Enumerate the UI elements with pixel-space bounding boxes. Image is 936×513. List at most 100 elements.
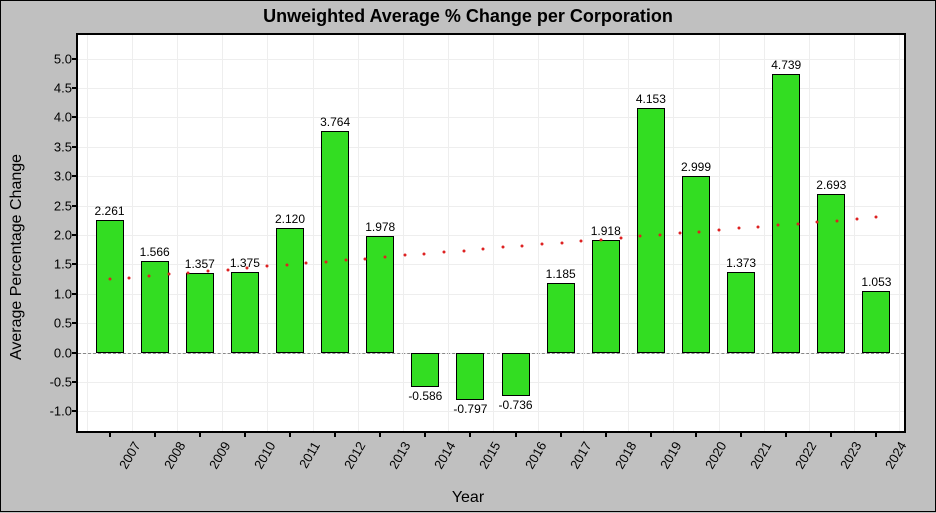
grid-line-h (78, 382, 904, 383)
grid-line-v (538, 35, 539, 431)
y-tick (72, 116, 78, 118)
bar (186, 273, 214, 353)
x-tick (560, 431, 562, 437)
trend-dot (403, 254, 406, 257)
bar (592, 240, 620, 353)
x-tick (244, 431, 246, 437)
y-tick-label: 5.0 (54, 51, 72, 66)
grid-line-v (313, 35, 314, 431)
x-tick-label: 2007 (116, 439, 143, 472)
trend-dot (816, 221, 819, 224)
x-tick (289, 431, 291, 437)
trend-dot (501, 246, 504, 249)
x-tick-label: 2011 (296, 439, 323, 471)
x-tick-label: 2019 (657, 439, 684, 472)
bar (862, 291, 890, 353)
bar-value-label: -0.797 (453, 402, 487, 416)
trend-dot (482, 248, 485, 251)
bar (502, 353, 530, 396)
y-tick-label: 1.5 (54, 257, 72, 272)
trend-dot (423, 252, 426, 255)
x-tick (740, 431, 742, 437)
x-tick-label: 2013 (386, 439, 413, 472)
trend-dot (167, 273, 170, 276)
x-tick (379, 431, 381, 437)
grid-line-v (493, 35, 494, 431)
x-tick (154, 431, 156, 437)
trend-dot (541, 243, 544, 246)
y-tick (72, 146, 78, 148)
trend-dot (265, 265, 268, 268)
x-tick-label: 2021 (747, 439, 774, 472)
x-tick-label: 2015 (476, 439, 503, 472)
trend-dot (855, 217, 858, 220)
y-tick-label: 2.5 (54, 198, 72, 213)
trend-dot (226, 268, 229, 271)
bar-value-label: 3.764 (320, 115, 350, 129)
bar (231, 272, 259, 353)
trend-dot (718, 229, 721, 232)
y-tick-label: 3.5 (54, 139, 72, 154)
grid-line-v (358, 35, 359, 431)
y-tick (72, 410, 78, 412)
grid-line-v (87, 35, 88, 431)
y-axis-label: Average Percentage Change (5, 1, 29, 513)
bar (817, 194, 845, 352)
bar (276, 228, 304, 353)
y-tick (72, 381, 78, 383)
trend-dot (108, 278, 111, 281)
y-tick-label: 3.0 (54, 169, 72, 184)
bar-value-label: 1.978 (365, 220, 395, 234)
y-tick-label: 0.0 (54, 345, 72, 360)
bar-value-label: 1.918 (591, 224, 621, 238)
x-tick (605, 431, 607, 437)
zero-line (78, 353, 904, 354)
x-tick (830, 431, 832, 437)
grid-line-v (267, 35, 268, 431)
bar (366, 236, 394, 352)
bar (772, 74, 800, 353)
bar-value-label: 2.999 (681, 160, 711, 174)
bar-value-label: 1.566 (140, 245, 170, 259)
y-tick (72, 58, 78, 60)
x-tick (424, 431, 426, 437)
x-tick-label: 2017 (567, 439, 594, 472)
trend-dot (560, 241, 563, 244)
grid-line-v (403, 35, 404, 431)
x-tick-label: 2012 (341, 439, 368, 472)
trend-dot (875, 216, 878, 219)
trend-dot (580, 240, 583, 243)
grid-line-v (222, 35, 223, 431)
bar-value-label: 4.153 (636, 92, 666, 106)
trend-dot (737, 227, 740, 230)
trend-dot (324, 260, 327, 263)
bar (727, 272, 755, 353)
bar-value-label: -0.736 (499, 398, 533, 412)
grid-line-v (628, 35, 629, 431)
chart-title: Unweighted Average % Change per Corporat… (1, 6, 935, 27)
y-tick (72, 234, 78, 236)
bar-value-label: 1.357 (185, 257, 215, 271)
trend-dot (246, 267, 249, 270)
x-axis-label: Year (1, 489, 935, 507)
trend-dot (619, 236, 622, 239)
bar-value-label: 2.261 (95, 204, 125, 218)
y-tick-label: -1.0 (50, 404, 72, 419)
y-tick (72, 263, 78, 265)
trend-dot (836, 219, 839, 222)
trend-dot (659, 233, 662, 236)
grid-line-v (899, 35, 900, 431)
bar-value-label: 4.739 (771, 58, 801, 72)
bar-value-label: 2.693 (816, 178, 846, 192)
bar-value-label: -0.586 (408, 389, 442, 403)
y-tick (72, 175, 78, 177)
x-tick-label: 2014 (431, 439, 458, 472)
grid-line-v (854, 35, 855, 431)
grid-line-h (78, 411, 904, 412)
grid-line-v (673, 35, 674, 431)
x-tick (199, 431, 201, 437)
trend-dot (600, 238, 603, 241)
y-tick-label: 4.5 (54, 80, 72, 95)
bar-value-label: 2.120 (275, 212, 305, 226)
y-tick-label: 0.5 (54, 316, 72, 331)
